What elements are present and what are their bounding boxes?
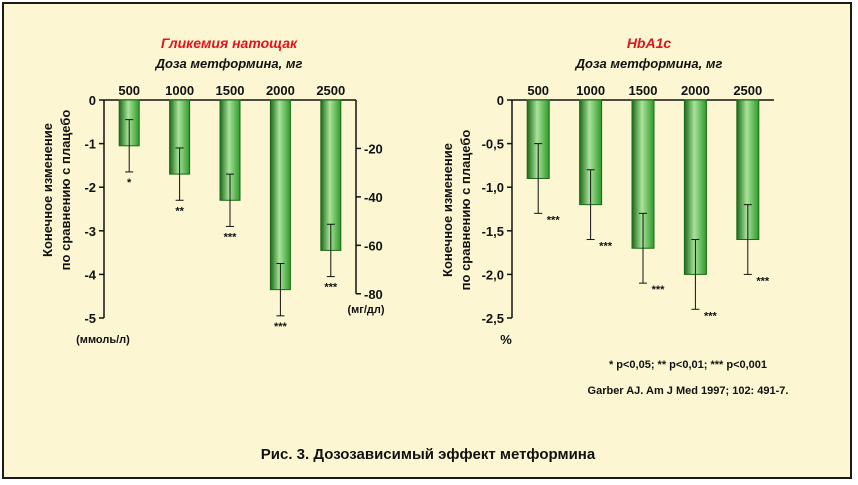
chart1-significance: * (127, 177, 132, 189)
significance-footnote: * p<0,05; ** p<0,01; *** p<0,001 (609, 359, 767, 371)
chart1-y2-tick-label: -80 (364, 287, 383, 302)
chart2-ylabel-line2: по сравнению с плацебо (458, 130, 473, 291)
chart1-title: Гликемия натощак (161, 35, 298, 51)
chart1-y2unit: (мг/дл) (347, 304, 384, 316)
chart2-category-label: 2500 (733, 83, 762, 98)
chart-fasting-glucose: 0 -1 -2 -3 -4 -5 500 * 1000 ** 1500 *** 2000 *** 2500 *… (84, 83, 382, 333)
chart2-category-label: 1000 (576, 83, 605, 98)
chart2-category-label: 2000 (681, 83, 710, 98)
chart-hba1c: 0 -0,5 -1,0 -1,5 -2,0 -2,5 500 *** 1000 *** 1500 **… (482, 83, 774, 326)
chart1-significance: *** (224, 231, 238, 243)
chart2-ylabel-line1: Конечное изменение (440, 143, 455, 277)
chart1-significance: *** (324, 282, 338, 294)
reference: Garber AJ. Am J Med 1997; 102: 491-7. (588, 385, 789, 397)
chart2-y-tick-label: -2,5 (482, 311, 504, 326)
chart1-yunit: (ммоль/л) (76, 334, 130, 346)
chart2-title: HbA1c (627, 35, 672, 51)
chart2-significance: *** (652, 284, 666, 296)
chart1-y-tick-label: 0 (89, 93, 96, 108)
chart1-category-label: 1000 (165, 83, 194, 98)
chart2-significance: *** (704, 310, 718, 322)
chart1-significance: ** (175, 205, 184, 217)
chart2-significance: *** (756, 275, 770, 287)
chart1-category-label: 2000 (266, 83, 295, 98)
chart2-y-tick-label: -1,0 (482, 180, 504, 195)
chart2-y-tick-label: -0,5 (482, 137, 504, 152)
chart1-category-label: 2500 (316, 83, 345, 98)
chart2-significance: *** (599, 241, 613, 253)
chart2-subtitle: Доза метформина, мг (575, 56, 723, 71)
chart1-ylabel-line2: по сравнению с плацебо (58, 110, 73, 271)
chart2-significance: *** (547, 214, 561, 226)
chart1-subtitle: Доза метформина, мг (155, 56, 303, 71)
chart2-category-label: 1500 (629, 83, 658, 98)
chart1-category-label: 1500 (216, 83, 245, 98)
chart1-y-tick-label: -4 (84, 267, 96, 282)
chart1-y-tick-label: -5 (84, 311, 96, 326)
chart1-significance: *** (274, 321, 288, 333)
chart1-y2-tick-label: -40 (364, 190, 383, 205)
chart1-bar (269, 99, 291, 291)
chart2-y-tick-label: -2,0 (482, 267, 504, 282)
chart1-y-tick-label: -1 (84, 137, 96, 152)
chart2-y-tick-label: -1,5 (482, 224, 504, 239)
chart1-y2-tick-label: -60 (364, 238, 383, 253)
figure-caption: Рис. 3. Дозозависимый эффект метформина (261, 446, 596, 463)
chart2-category-label: 500 (527, 83, 549, 98)
chart1-y-tick-label: -2 (84, 180, 96, 195)
chart1-y-tick-label: -3 (84, 224, 96, 239)
chart2-y-tick-label: 0 (497, 93, 504, 108)
chart2-yunit: % (500, 332, 512, 347)
chart1-ylabel-line1: Конечное изменение (40, 123, 55, 257)
chart1-y2-tick-label: -20 (364, 141, 383, 156)
figure-frame (2, 2, 852, 479)
chart1-category-label: 500 (118, 83, 140, 98)
